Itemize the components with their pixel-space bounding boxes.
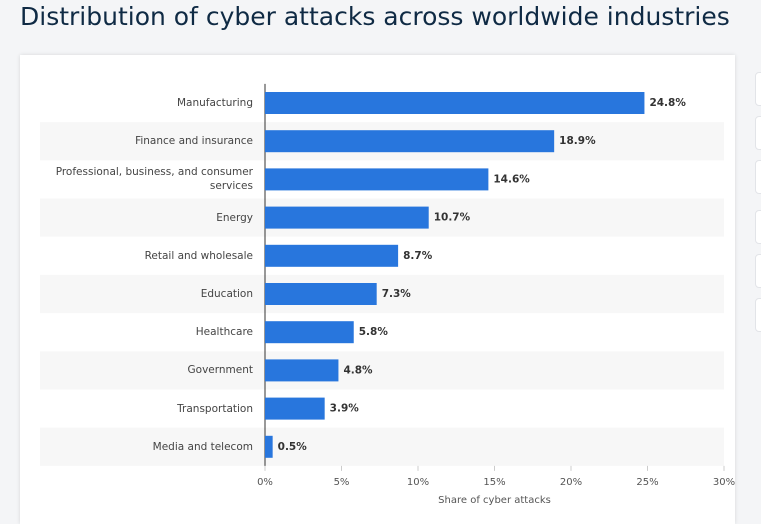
side-button[interactable] <box>755 72 761 106</box>
value-label: 8.7% <box>403 250 433 262</box>
x-tick-label: 0% <box>257 477 273 488</box>
value-label: 0.5% <box>278 441 308 453</box>
chart-title: Distribution of cyber attacks across wor… <box>20 2 730 31</box>
y-tick-label: Energy <box>216 211 253 224</box>
bar <box>265 130 555 153</box>
value-label: 5.8% <box>359 326 389 338</box>
value-label: 18.9% <box>559 135 596 147</box>
x-tick-label: 15% <box>483 477 505 488</box>
bar <box>265 244 399 267</box>
y-tick-label: Finance and insurance <box>135 135 253 148</box>
bar <box>265 435 273 458</box>
y-tick-label: Education <box>200 288 253 300</box>
bar <box>265 168 489 191</box>
x-tick-label: 20% <box>560 477 582 488</box>
bar <box>265 283 377 305</box>
bar <box>265 397 325 420</box>
side-button[interactable] <box>755 160 761 194</box>
value-label: 7.3% <box>382 288 412 300</box>
y-tick-label: Manufacturing <box>176 97 253 109</box>
value-label: 3.9% <box>330 403 360 415</box>
x-tick-label: 30% <box>713 477 735 488</box>
row-band <box>40 351 724 390</box>
bar <box>265 321 354 344</box>
x-tick-label: 25% <box>636 477 658 488</box>
value-label: 4.8% <box>343 364 373 376</box>
value-label: 10.7% <box>434 212 471 224</box>
side-button[interactable] <box>755 210 761 244</box>
y-tick-label: Transportation <box>177 402 253 415</box>
x-axis-title: Share of cyber attacks <box>438 495 551 506</box>
row-band <box>40 427 724 466</box>
bar <box>265 359 339 382</box>
x-tick-label: 5% <box>334 477 350 488</box>
row-band <box>40 274 724 314</box>
y-tick-label: Government <box>187 364 253 377</box>
y-tick-label: Retail and wholesale <box>144 249 253 262</box>
x-tick-label: 10% <box>407 477 429 488</box>
y-tick-label: Professional, business, and consumer ser… <box>55 166 253 193</box>
value-label: 24.8% <box>649 97 686 109</box>
bar <box>265 92 645 114</box>
value-label: 14.6% <box>493 173 530 185</box>
side-button[interactable] <box>755 298 761 332</box>
bar <box>265 206 429 229</box>
side-button[interactable] <box>755 254 761 288</box>
y-tick-label: Healthcare <box>195 326 253 339</box>
y-tick-label: Media and telecom <box>152 440 253 453</box>
side-button[interactable] <box>755 116 761 150</box>
